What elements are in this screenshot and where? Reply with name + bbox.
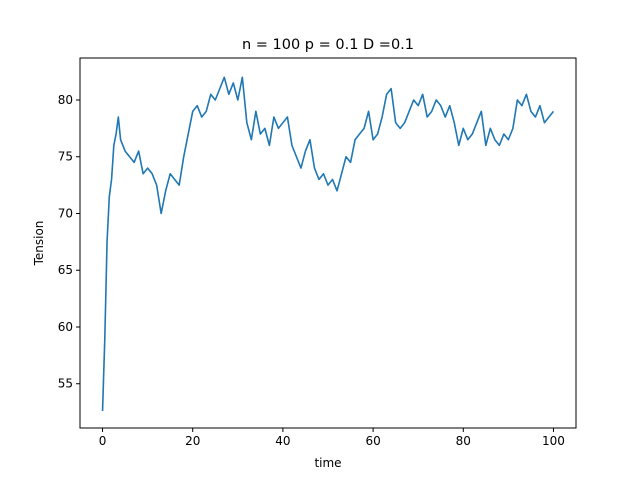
y-tick-label: 55 [58,377,73,391]
plot-area-frame [79,57,577,429]
y-tick-label: 80 [58,93,73,107]
y-tick-label: 65 [58,263,73,277]
x-axis-label: time [314,456,341,470]
y-tick-label: 70 [58,206,73,220]
x-tick-label: 20 [185,434,200,448]
x-tick-label: 60 [365,434,380,448]
x-tick-label: 100 [542,434,565,448]
x-tick-label: 0 [99,434,107,448]
y-axis-label: Tension [32,221,46,267]
x-tick-label: 40 [275,434,290,448]
y-tick-label: 60 [58,320,73,334]
x-tick-label: 80 [456,434,471,448]
series-line-0 [101,76,555,412]
y-tick-label: 75 [58,150,73,164]
chart-title: n = 100 p = 0.1 D =0.1 [242,37,414,53]
